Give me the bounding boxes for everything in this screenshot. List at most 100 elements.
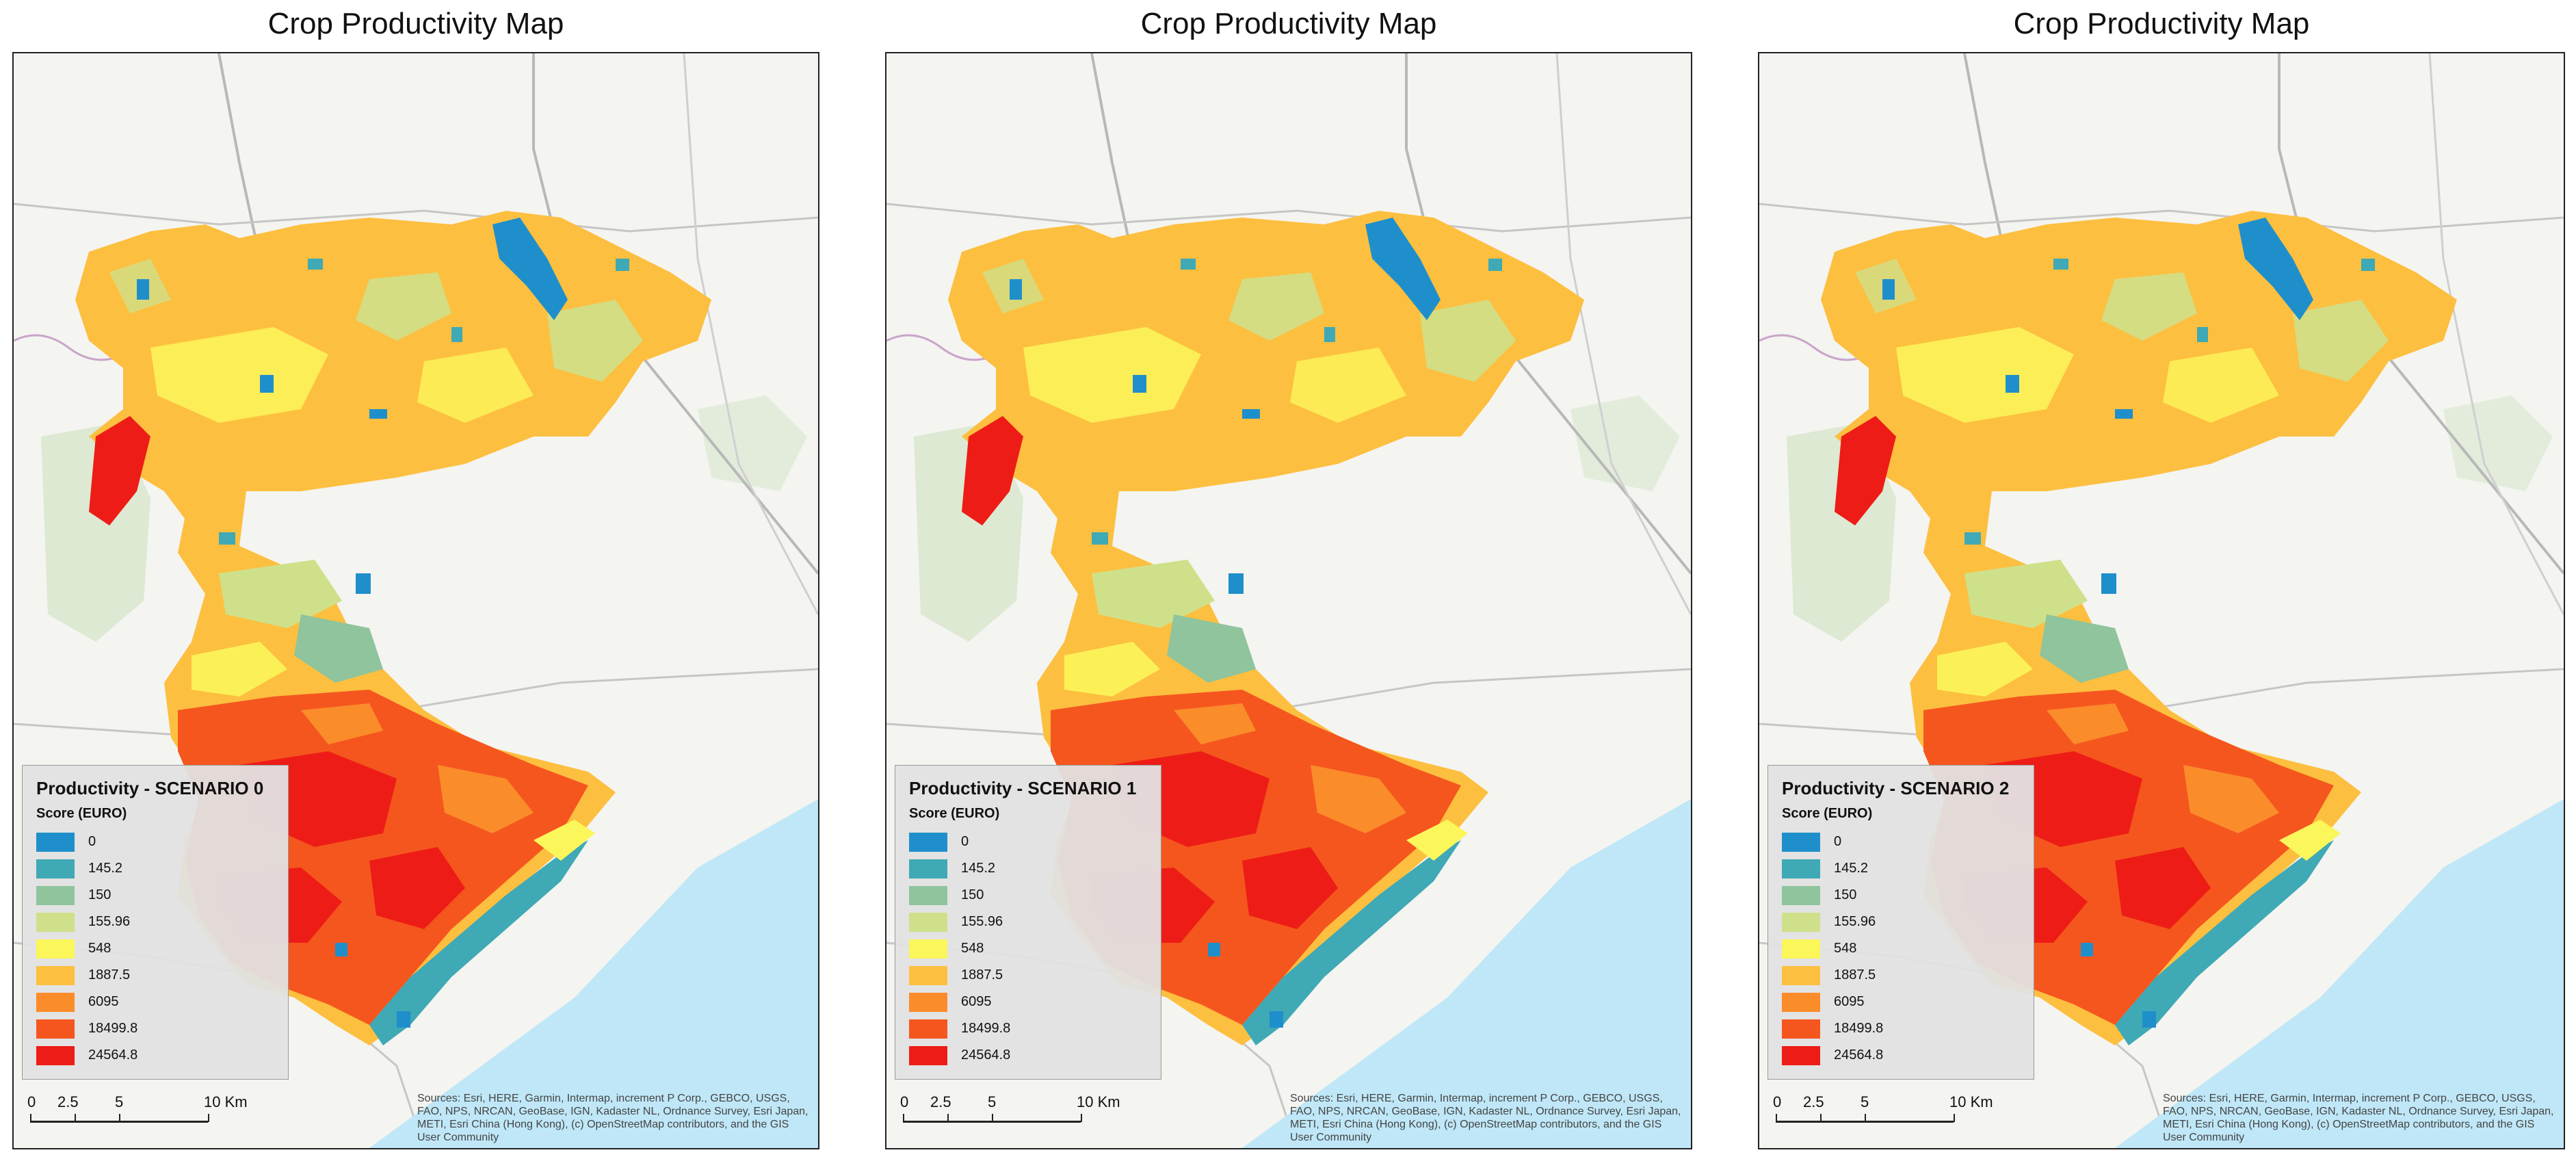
legend-row: 1887.5 [909,962,1147,989]
legend-row: 1887.5 [36,962,274,989]
scale-tick [992,1114,993,1122]
park-area [1570,395,1680,491]
legend-row: 155.96 [36,909,274,935]
legend-label: 0 [88,834,96,849]
scale-tick [208,1114,209,1122]
legend-swatch [36,1045,75,1065]
sea [1242,799,1691,1148]
scale-label-5: 5 [115,1093,124,1110]
sea [369,799,818,1148]
scale-tick [1776,1114,1777,1122]
river [1759,334,1869,361]
legend-swatch [1782,859,1820,878]
legend-row: 150 [909,882,1147,909]
road [14,203,818,233]
legend: Productivity - SCENARIO 1 Score (EURO) 0… [895,765,1161,1080]
legend-label: 150 [1834,887,1857,902]
scale-label-2-5: 2.5 [57,1093,79,1110]
legend-swatch [1782,832,1820,852]
legend-swatch [36,912,75,932]
scale-bar: 0 2.5 5 10 Km [1769,1093,1995,1134]
scale-label-10km: 10 Km [1077,1093,1120,1110]
map-frame[interactable]: Productivity - SCENARIO 1 Score (EURO) 0… [885,52,1692,1149]
legend-row: 24564.8 [36,1042,274,1069]
legend-row: 6095 [909,989,1147,1015]
legend-label: 548 [1834,941,1857,956]
legend-rows: 0 145.2 150 155.96 548 1887.5 6095 18499.8 24564… [36,829,274,1069]
legend-label: 548 [961,941,984,956]
legend-label: 145.2 [88,861,123,876]
river [14,334,124,361]
legend-swatch [1782,1045,1820,1065]
legend-row: 548 [36,935,274,962]
scale-tick [903,1114,904,1122]
legend-label: 145.2 [961,861,996,876]
legend-row: 145.2 [36,855,274,882]
legend-swatch [909,1019,947,1039]
scale-tick [1954,1114,1955,1122]
scale-label-0: 0 [1773,1093,1782,1110]
scale-tick [1820,1114,1822,1122]
map-title: Crop Productivity Map [2013,7,2310,40]
legend-row: 0 [1782,829,2020,855]
legend-row: 18499.8 [909,1015,1147,1042]
scale-label-10km: 10 Km [1949,1093,1993,1110]
map-frame[interactable]: Productivity - SCENARIO 0 Score (EURO) 0… [12,52,819,1149]
legend-label: 548 [88,941,111,956]
legend-label: 150 [88,887,111,902]
legend-swatch [1782,965,1820,985]
legend-label: 6095 [88,994,119,1009]
legend-rows: 0 145.2 150 155.96 548 1887.5 6095 18499.8 24564… [909,829,1147,1069]
sea [2115,799,2564,1148]
legend-row: 0 [909,829,1147,855]
scale-label-10km: 10 Km [204,1093,248,1110]
road [1555,53,1691,615]
legend-swatch [36,885,75,905]
legend-label: 1887.5 [88,967,131,982]
legend-row: 6095 [36,989,274,1015]
legend-swatch [36,992,75,1012]
map-title: Crop Productivity Map [267,7,564,40]
legend-label: 155.96 [1834,914,1876,929]
legend-swatch [1782,912,1820,932]
park-area [2443,395,2553,491]
legend-title: Productivity - SCENARIO 0 [36,778,264,798]
map-attribution: Sources: Esri, HERE, Garmin, Intermap, i… [417,1093,809,1143]
map-frame[interactable]: Productivity - SCENARIO 2 Score (EURO) 0… [1758,52,2565,1149]
scale-label-2-5: 2.5 [1803,1093,1824,1110]
legend-label: 24564.8 [961,1047,1011,1063]
legend-label: 150 [961,887,984,902]
scale-label-5: 5 [988,1093,997,1110]
scale-tick [119,1114,120,1122]
legend-row: 548 [909,935,1147,962]
legend-swatch [909,832,947,852]
legend-row: 18499.8 [36,1015,274,1042]
legend-swatch [909,992,947,1012]
legend-swatch [36,832,75,852]
legend-label: 145.2 [1834,861,1869,876]
legend-swatch [909,912,947,932]
legend-row: 18499.8 [1782,1015,2020,1042]
road [2428,53,2564,615]
legend-swatch [909,1045,947,1065]
river [886,334,997,361]
legend-swatch [1782,1019,1820,1039]
road [683,53,818,615]
legend-swatch [909,885,947,905]
legend-row: 1887.5 [1782,962,2020,989]
park-area [698,395,807,491]
legend-row: 150 [1782,882,2020,909]
legend-label: 6095 [961,994,992,1009]
legend-title: Productivity - SCENARIO 2 [1782,778,2010,798]
legend-row: 0 [36,829,274,855]
legend-row: 155.96 [909,909,1147,935]
legend-row: 6095 [1782,989,2020,1015]
legend-label: 18499.8 [1834,1021,1884,1036]
legend-subtitle: Score (EURO) [36,806,127,821]
map-canvas[interactable] [14,53,818,1148]
legend-row: 145.2 [909,855,1147,882]
map-attribution: Sources: Esri, HERE, Garmin, Intermap, i… [2163,1093,2554,1143]
legend-label: 1887.5 [1834,967,1876,982]
legend: Productivity - SCENARIO 2 Score (EURO) 0… [1767,765,2034,1080]
legend-swatch [36,965,75,985]
